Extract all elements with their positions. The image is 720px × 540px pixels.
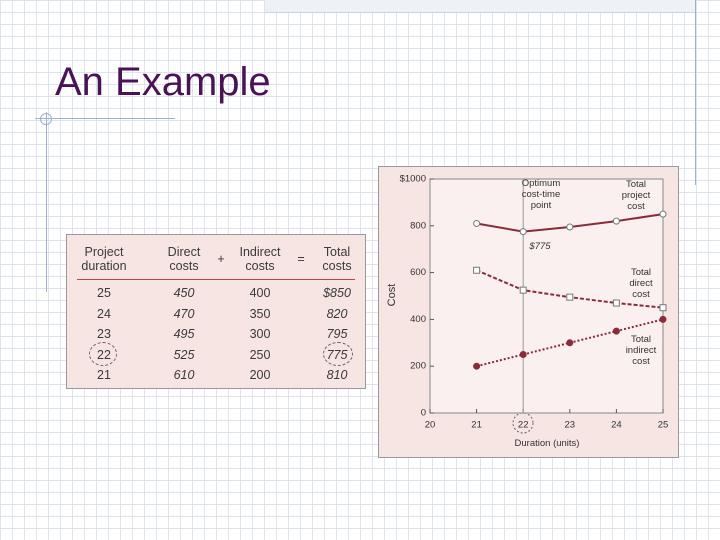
cost-table: Project duration Direct costs + Indirect co… xyxy=(66,234,366,389)
slide-title: An Example xyxy=(55,60,271,104)
table-cell: $850 xyxy=(323,286,351,300)
marker xyxy=(473,362,481,370)
y-tick-label: 0 xyxy=(421,408,426,419)
table-cell: 495 xyxy=(173,327,195,341)
table-cell: 775 xyxy=(326,347,348,362)
table-cell: 795 xyxy=(326,327,348,341)
y-tick-label: $1000 xyxy=(400,174,426,185)
table-header: + xyxy=(217,252,225,266)
table-cell: 820 xyxy=(326,306,348,321)
table-cell: 21 xyxy=(97,368,111,382)
marker xyxy=(659,210,667,218)
table-cell: 23 xyxy=(97,327,111,341)
y-axis-label: Cost xyxy=(386,284,398,307)
table-cell: 200 xyxy=(249,368,271,382)
x-tick-label: 20 xyxy=(425,420,436,431)
table-cell: 450 xyxy=(173,286,195,300)
annotation: $775 xyxy=(529,241,551,252)
y-tick-label: 800 xyxy=(410,220,426,231)
table-header: Total costs xyxy=(322,245,352,273)
table-header: = xyxy=(297,252,305,266)
table-cell: 300 xyxy=(249,327,271,341)
series-label: Total indirect cost xyxy=(625,334,657,367)
rule-knot xyxy=(40,113,52,125)
plot-area xyxy=(429,178,664,414)
x-tick-label: 23 xyxy=(565,420,576,431)
highlight-circle xyxy=(89,342,117,366)
marker xyxy=(612,217,620,225)
marker xyxy=(519,286,527,294)
y-tick-label: 600 xyxy=(410,267,426,278)
marker xyxy=(473,266,481,274)
table-cell: 22 xyxy=(97,347,111,362)
table-cell: 350 xyxy=(249,306,271,321)
top-band xyxy=(265,0,695,13)
table-cell: 24 xyxy=(97,306,111,321)
series-label: Total direct cost xyxy=(629,267,653,300)
annotation: Optimum cost-time point xyxy=(521,178,561,211)
highlight-circle xyxy=(512,412,534,434)
table-cell: 400 xyxy=(249,286,271,300)
x-tick-label: 21 xyxy=(471,420,482,431)
rule-horizontal xyxy=(35,118,175,119)
marker xyxy=(519,228,527,236)
x-tick-label: 22 xyxy=(518,420,529,431)
y-tick-label: 200 xyxy=(410,361,426,372)
table-cell: 525 xyxy=(173,347,195,362)
table-header: Direct costs xyxy=(167,245,201,273)
marker xyxy=(659,304,667,312)
marker xyxy=(659,315,667,323)
series-label: Total project cost xyxy=(621,179,651,212)
x-tick-label: 24 xyxy=(611,420,622,431)
rule-right xyxy=(695,0,696,185)
highlight-circle xyxy=(323,342,353,366)
marker xyxy=(566,223,574,231)
x-tick-label: 25 xyxy=(658,420,669,431)
marker xyxy=(519,351,527,358)
marker xyxy=(612,299,620,307)
table-cell: 25 xyxy=(97,286,111,300)
table-cell: 810 xyxy=(326,368,348,382)
x-axis-label: Duration (units) xyxy=(514,438,580,449)
table-header: Indirect costs xyxy=(239,245,281,273)
table-cell: 610 xyxy=(173,368,195,382)
table-cell: 250 xyxy=(249,347,271,362)
table-header: Project duration xyxy=(81,245,127,273)
marker xyxy=(473,219,481,227)
marker xyxy=(566,339,574,347)
table-cell: 470 xyxy=(173,306,195,321)
y-tick-label: 400 xyxy=(410,314,426,325)
table-rule xyxy=(77,279,355,280)
marker xyxy=(612,327,620,335)
marker xyxy=(566,293,574,301)
rule-vertical xyxy=(46,112,47,292)
